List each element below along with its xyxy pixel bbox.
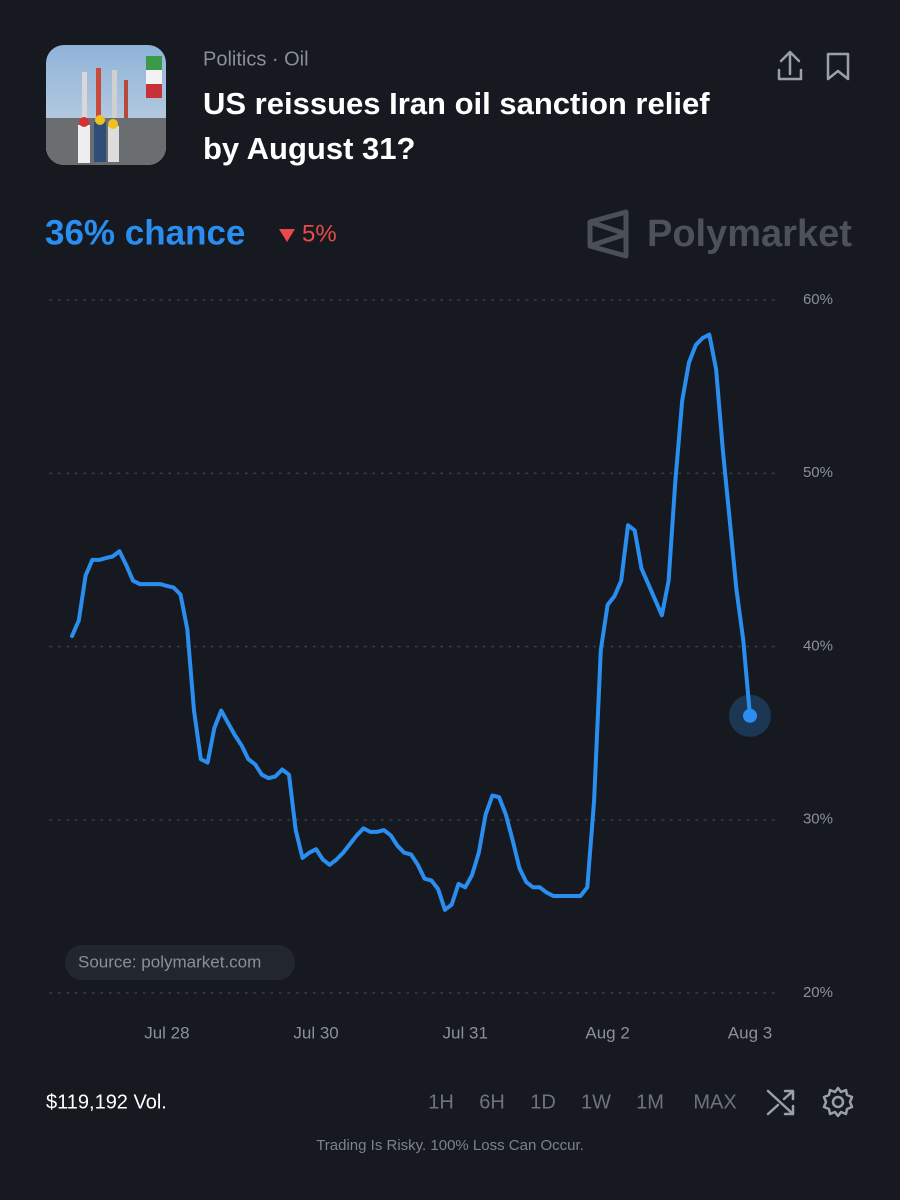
y-tick-label: 20% bbox=[803, 984, 833, 1001]
disclaimer: Trading Is Risky. 100% Loss Can Occur. bbox=[316, 1137, 584, 1154]
bookmark-button[interactable] bbox=[826, 52, 850, 81]
range-button[interactable]: 6H bbox=[479, 1091, 505, 1113]
thumbnail bbox=[46, 45, 166, 165]
range-button[interactable]: MAX bbox=[693, 1091, 736, 1113]
x-tick-label: Aug 3 bbox=[728, 1023, 772, 1042]
change: 5% bbox=[302, 220, 337, 247]
chance: 36% chance bbox=[45, 213, 245, 252]
title: US reissues Iran oil sanction relief bbox=[203, 86, 710, 121]
x-tick-label: Jul 28 bbox=[144, 1023, 189, 1042]
y-tick-label: 60% bbox=[803, 291, 833, 308]
line bbox=[70, 332, 752, 912]
y-tick-label: 40% bbox=[803, 637, 833, 654]
x-tick-label: Aug 2 bbox=[585, 1023, 629, 1042]
brand: Polymarket bbox=[647, 213, 852, 255]
y-tick-label: 50% bbox=[803, 464, 833, 481]
range-button[interactable]: 1M bbox=[636, 1091, 664, 1113]
source: Source: polymarket.com bbox=[78, 952, 261, 971]
source-pill bbox=[65, 945, 295, 980]
y-tick-label: 30% bbox=[803, 811, 833, 828]
x-tick-label: Jul 31 bbox=[443, 1023, 488, 1042]
share-button[interactable] bbox=[777, 50, 803, 81]
brand-logo bbox=[587, 209, 629, 259]
down-arrow bbox=[279, 229, 295, 242]
chart: 20% 30% 40% 50% 60% Jul 28 Jul 30 Jul 31 Aug 2 Au… bbox=[49, 291, 833, 1042]
settings-button[interactable] bbox=[822, 1086, 854, 1118]
range-buttons: 1H 6H 1D 1W 1M MAX bbox=[428, 1091, 736, 1113]
end-point bbox=[743, 708, 757, 723]
shuffle-button[interactable] bbox=[766, 1089, 795, 1116]
title: by August 31? bbox=[203, 131, 415, 166]
range-button[interactable]: 1H bbox=[428, 1091, 454, 1113]
range-button[interactable]: 1W bbox=[581, 1091, 611, 1113]
range-button[interactable]: 1D bbox=[530, 1091, 556, 1113]
volume: $119,192 Vol. bbox=[46, 1091, 167, 1113]
x-tick-label: Jul 30 bbox=[293, 1023, 338, 1042]
category: Politics · Oil bbox=[203, 48, 309, 70]
